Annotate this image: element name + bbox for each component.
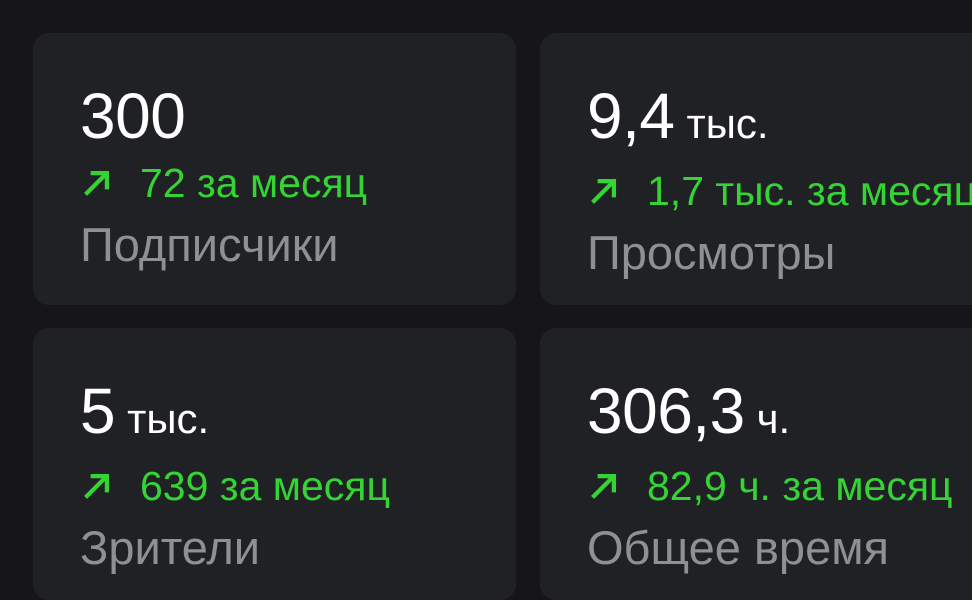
stat-label: Подписчики — [80, 218, 339, 271]
stat-value: 306,3 — [587, 375, 745, 447]
stat-change-text: 72 за месяц — [140, 160, 368, 206]
stat-value-row: 306,3 ч. — [587, 374, 972, 456]
stat-value: 9,4 — [587, 80, 675, 152]
stat-change-text: 1,7 тыс. за месяц — [647, 168, 972, 214]
stat-value: 300 — [80, 80, 186, 152]
stat-change: 639 за месяц — [80, 462, 486, 510]
stat-value-row: 9,4 тыс. — [587, 79, 972, 161]
stat-label: Зрители — [80, 521, 261, 574]
stat-card-subscribers[interactable]: 300 72 за месяц Подписчики — [33, 33, 516, 305]
stat-change-text: 82,9 ч. за месяц — [647, 463, 953, 509]
trend-up-icon — [80, 166, 114, 200]
stats-grid: 300 72 за месяц Подписчики 9,4 тыс. 1,7 т… — [33, 33, 972, 600]
stat-change: 1,7 тыс. за месяц — [587, 167, 972, 215]
stat-change: 82,9 ч. за месяц — [587, 462, 972, 510]
stat-card-viewers[interactable]: 5 тыс. 639 за месяц Зрители — [33, 328, 516, 600]
trend-up-icon — [587, 174, 621, 208]
trend-up-icon — [587, 469, 621, 503]
analytics-dashboard: { "theme": { "page_bg": "#161618", "card… — [33, 33, 972, 600]
stat-label: Просмотры — [587, 226, 836, 279]
stat-change-text: 639 за месяц — [140, 463, 390, 509]
stat-change: 72 за месяц — [80, 159, 486, 207]
stat-value-row: 300 — [80, 79, 486, 153]
stat-card-watch-time[interactable]: 306,3 ч. 82,9 ч. за месяц Общее время — [540, 328, 972, 600]
stat-card-views[interactable]: 9,4 тыс. 1,7 тыс. за месяц Просмотры — [540, 33, 972, 305]
stat-value: 5 — [80, 375, 116, 447]
trend-up-icon — [80, 469, 114, 503]
stat-label: Общее время — [587, 521, 889, 574]
stat-value-suffix: тыс. — [127, 395, 210, 442]
stat-value-suffix: тыс. — [686, 100, 769, 147]
stat-value-suffix: ч. — [756, 395, 791, 442]
stat-value-row: 5 тыс. — [80, 374, 486, 456]
